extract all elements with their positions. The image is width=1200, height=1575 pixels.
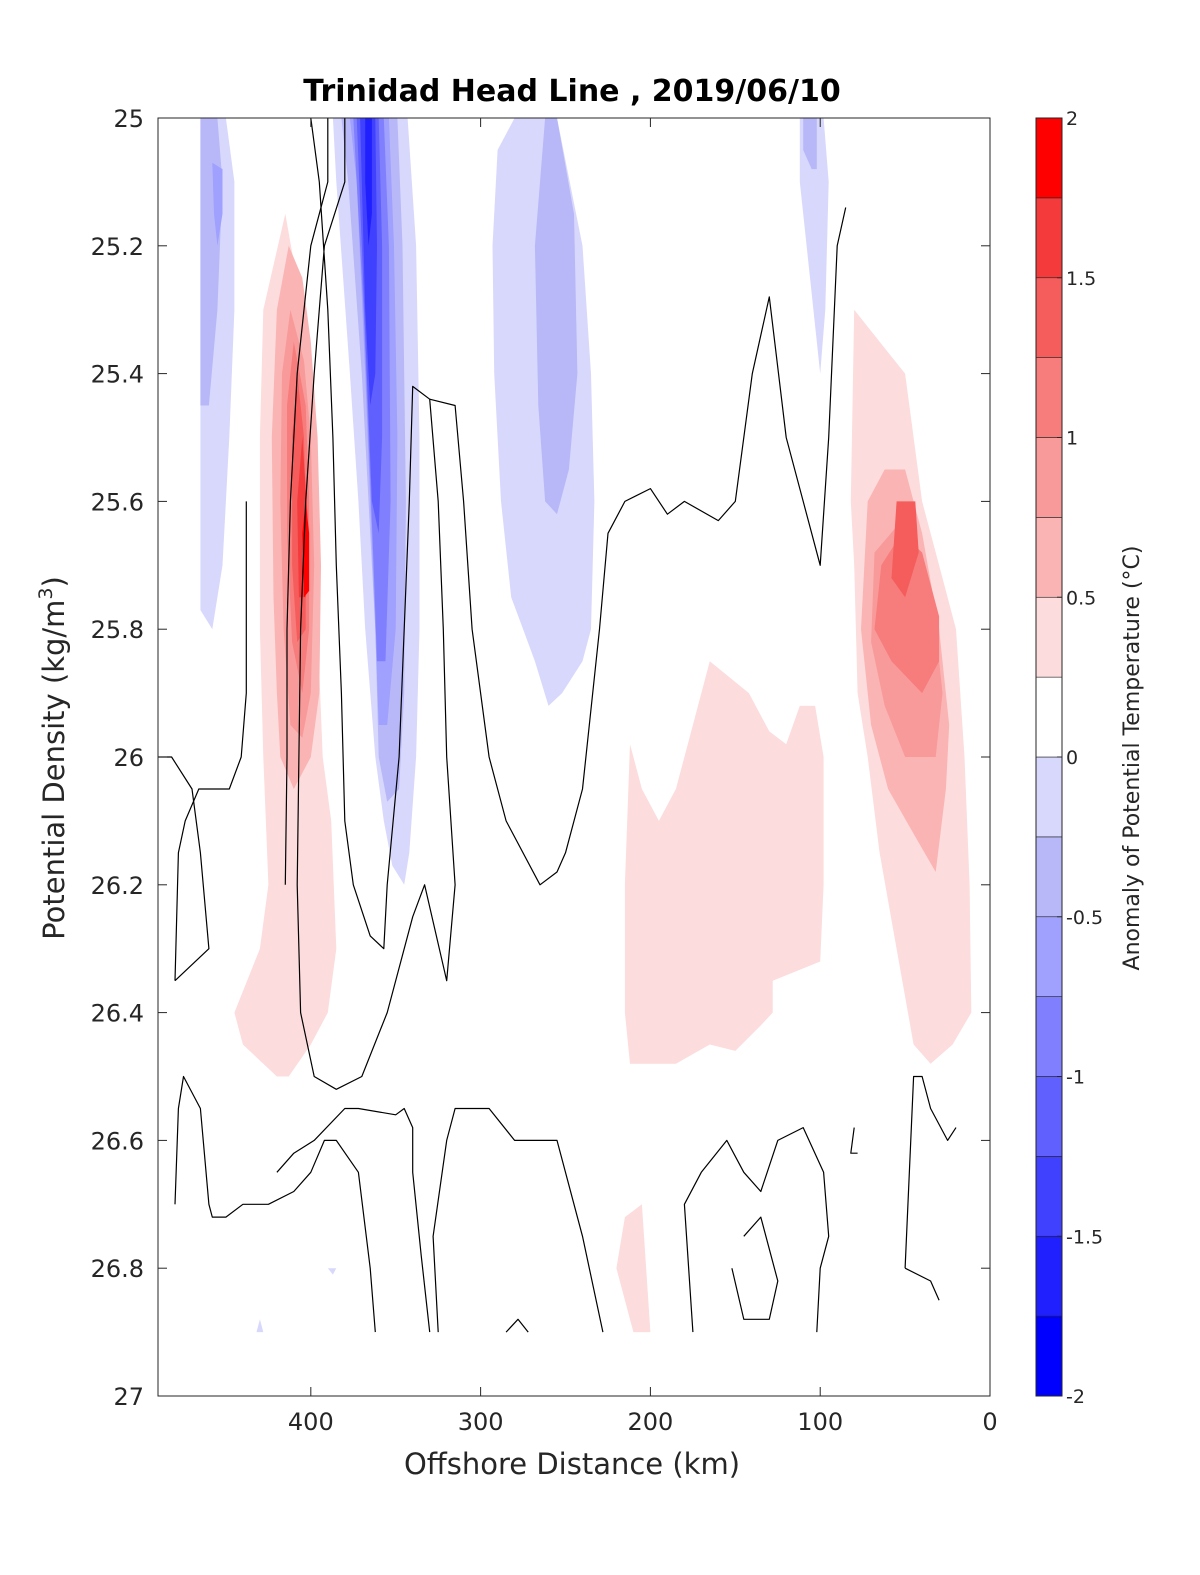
x-axis-label: Offshore Distance (km)	[404, 1447, 740, 1481]
colorbar-level-12	[1035, 357, 1063, 438]
colorbar-level-1	[1035, 1235, 1063, 1317]
colorbar-tick-label-7: -1.5	[1066, 1226, 1103, 1248]
x-tick-label-1: 300	[458, 1408, 504, 1436]
colorbar-level-13	[1035, 277, 1063, 358]
colorbar-level-3	[1035, 1076, 1063, 1157]
zero-contour-line-4	[174, 501, 247, 981]
y-tick-label-0: 25	[113, 105, 144, 133]
y-tick-label-1: 25.2	[91, 233, 144, 261]
contour-fill-region-20	[302, 501, 310, 598]
zero-contour-line-deep-1	[276, 1107, 431, 1333]
colorbar-tick-label-0: 2	[1066, 108, 1078, 130]
contour-fill-region-9	[365, 118, 372, 246]
contour-fill-region-8	[360, 118, 377, 406]
colorbar-ticks: 2 1.5 1 0.5 0 -0.5 -1 -1.5 -2	[1057, 108, 1103, 1408]
zero-contour-line-deep-5	[731, 1216, 779, 1320]
y-axis-label-superscript: 3	[35, 587, 57, 599]
zero-contour-line-0	[296, 118, 456, 1090]
contour-fill-region-25	[874, 533, 940, 694]
x-tick-label-3: 100	[797, 1408, 843, 1436]
contour-fill-region-26	[891, 501, 919, 598]
colorbar-level-14	[1035, 197, 1063, 279]
colorbar-tick-label-2: 1	[1066, 428, 1078, 450]
y-axis-label: Potential Density (kg/m3)	[35, 576, 71, 940]
y-tick-label-7: 26.4	[91, 1000, 144, 1028]
y-tick-label-6: 26.2	[91, 872, 144, 900]
colorbar-tick-label-1: 1.5	[1066, 268, 1096, 290]
colorbar-level-9	[1035, 596, 1063, 678]
plot-area: 400 300 200 100 0 25 25.2 25.4 25.6 25.8 26 26.2 26…	[91, 105, 998, 1436]
x-axis-ticks: 400 300 200 100 0	[288, 118, 998, 1436]
zero-contour-line-1	[284, 118, 329, 885]
contour-fills	[200, 118, 972, 1333]
y-tick-label-2: 25.4	[91, 361, 144, 389]
x-tick-label-2: 200	[628, 1408, 674, 1436]
contour-fill-region-29	[256, 1319, 264, 1333]
chart-title: Trinidad Head Line , 2019/06/10	[303, 74, 840, 109]
colorbar-level-7	[1035, 756, 1063, 838]
colorbar-tick-label-3: 0.5	[1066, 587, 1096, 609]
contour-fill-region-21	[624, 661, 824, 1064]
zero-contour-lines	[158, 118, 957, 1333]
contour-fill-region-27	[616, 1204, 651, 1333]
contour-fill-region-13	[803, 118, 817, 170]
contour-fill-region-12	[799, 118, 829, 374]
colorbar-level-0	[1035, 1315, 1063, 1397]
y-tick-label-9: 26.8	[91, 1255, 144, 1283]
colorbar-tick-label-4: 0	[1066, 747, 1078, 769]
y-axis-label-end: )	[37, 576, 71, 587]
x-tick-label-4: 0	[982, 1408, 997, 1436]
colorbar-tick-label-8: -2	[1066, 1386, 1085, 1408]
y-tick-label-5: 26	[113, 744, 144, 772]
zero-contour-line-deep-7	[904, 1075, 957, 1269]
zero-contour-line-deep-8	[904, 1267, 940, 1301]
zero-contour-line-deep-6	[850, 1127, 858, 1154]
zero-contour-line-3	[158, 756, 210, 982]
colorbar: 2 1.5 1 0.5 0 -0.5 -1 -1.5 -2 Anomaly of Potenti…	[1035, 108, 1145, 1408]
y-tick-label-3: 25.6	[91, 488, 144, 516]
zero-contour-line-deep-2	[432, 1107, 604, 1333]
contour-fill-region-2	[212, 162, 223, 246]
colorbar-level-6	[1035, 836, 1063, 918]
colorbar-level-10	[1035, 517, 1063, 598]
y-tick-label-8: 26.6	[91, 1127, 144, 1155]
contour-fill-region-28	[327, 1268, 337, 1275]
colorbar-level-2	[1035, 1156, 1063, 1237]
colorbar-levels	[1035, 117, 1063, 1397]
y-tick-label-10: 27	[113, 1383, 144, 1411]
y-axis-ticks: 25 25.2 25.4 25.6 25.8 26 26.2 26.4 26.6 26.8 27	[91, 105, 990, 1411]
colorbar-level-5	[1035, 916, 1063, 997]
colorbar-level-11	[1035, 437, 1063, 518]
y-axis-label-main: Potential Density (kg/m	[37, 600, 71, 940]
colorbar-tick-label-5: -0.5	[1066, 907, 1103, 929]
x-tick-label-0: 400	[288, 1408, 334, 1436]
colorbar-tick-label-6: -1	[1066, 1067, 1085, 1089]
y-tick-label-4: 25.8	[91, 616, 144, 644]
colorbar-level-15	[1035, 117, 1063, 199]
zero-contour-line-deep-0	[174, 1075, 376, 1333]
zero-contour-line-deep-4	[683, 1126, 830, 1333]
contour-fill-region-11	[534, 118, 578, 515]
zero-contour-line-2	[429, 207, 847, 886]
colorbar-level-4	[1035, 996, 1063, 1077]
colorbar-level-8	[1035, 676, 1063, 758]
zero-contour-line-deep-3	[505, 1318, 529, 1333]
colorbar-label: Anomaly of Potential Temperature (°C)	[1120, 546, 1145, 971]
